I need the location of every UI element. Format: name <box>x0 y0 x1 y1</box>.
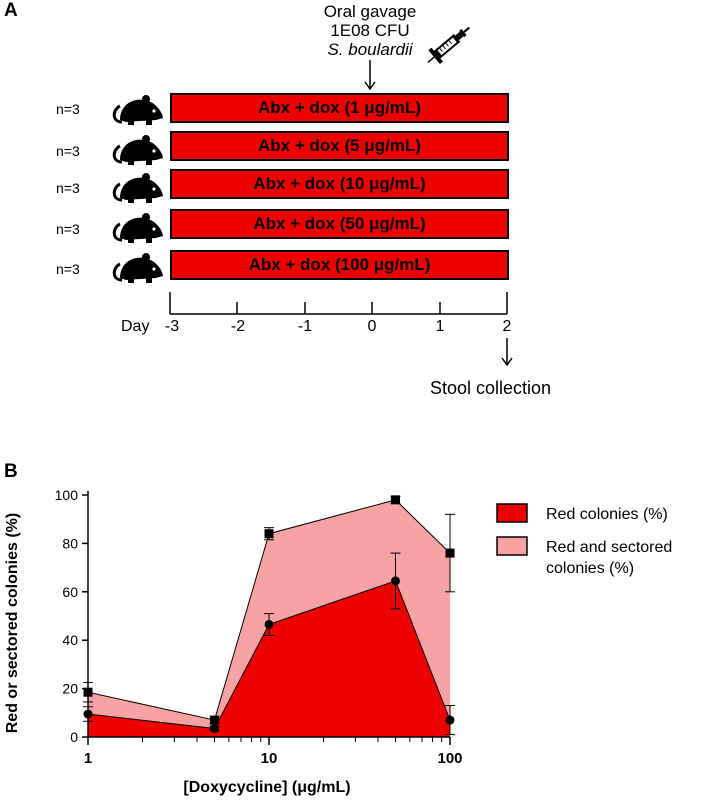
timeline-tick-label: 1 <box>435 318 445 335</box>
data-point-square <box>445 548 455 558</box>
group-1-n: n=3 <box>56 101 80 117</box>
gavage-annotation: Oral gavage 1E08 CFU S. boulardii <box>290 2 450 59</box>
y-tick-label: 20 <box>62 681 78 697</box>
mouse-icon <box>112 135 163 165</box>
y-tick-label: 80 <box>62 535 78 551</box>
series-area <box>88 580 450 737</box>
group-4-bar: Abx + dox (50 μg/mL) <box>170 209 509 239</box>
group-3-n: n=3 <box>56 180 80 196</box>
panel-a-letter: A <box>4 0 18 21</box>
y-tick-label: 0 <box>70 729 78 745</box>
x-axis-title: [Doxycycline] (μg/mL) <box>183 779 350 796</box>
mouse-icon <box>112 213 163 243</box>
syringe-icon <box>427 26 471 65</box>
legend-label: Red and sectored <box>546 539 672 556</box>
x-tick-label: 1 <box>84 750 92 767</box>
timeline-day-label: Day <box>121 318 150 335</box>
data-point-square <box>264 529 274 539</box>
data-point-circle <box>445 715 455 725</box>
gavage-line-1: Oral gavage <box>323 2 417 21</box>
x-tick-label: 100 <box>437 750 462 767</box>
data-point-circle <box>210 724 220 734</box>
y-tick-label: 40 <box>62 632 78 648</box>
stool-arrow <box>501 338 513 367</box>
y-axis-title: Red or sectored colonies (%) <box>4 513 21 734</box>
timeline-tick-label: -3 <box>164 318 180 335</box>
mouse-icon <box>112 95 163 125</box>
timeline-tick-label: 2 <box>502 318 512 335</box>
timeline-tick-label: 0 <box>367 318 377 335</box>
group-3-bar: Abx + dox (10 μg/mL) <box>170 169 509 199</box>
group-4-n: n=3 <box>56 221 80 237</box>
timeline-tick-label: -2 <box>230 318 246 335</box>
data-point-square <box>391 495 401 505</box>
legend-label: Red colonies (%) <box>546 506 668 523</box>
gavage-line-3: S. boulardii <box>327 40 413 59</box>
gavage-line-2: 1E08 CFU <box>330 21 410 40</box>
data-point-circle <box>264 619 274 629</box>
timeline-tick-label: -1 <box>297 318 313 335</box>
mouse-icon <box>112 173 163 203</box>
legend-swatch <box>496 536 528 556</box>
legend-swatch <box>496 503 528 523</box>
x-tick-label: 10 <box>261 750 278 767</box>
data-point-circle <box>391 576 401 586</box>
group-2-bar: Abx + dox (5 μg/mL) <box>170 131 509 161</box>
doxycycline-chart: 0 20 40 60 80 100 1 10 100 Red or sectored colon… <box>4 487 672 796</box>
group-2-n: n=3 <box>56 143 80 159</box>
y-tick-label: 60 <box>62 584 78 600</box>
group-5-n: n=3 <box>56 261 80 277</box>
gavage-arrow <box>364 60 376 91</box>
timeline-axis <box>169 292 508 315</box>
data-point-square <box>210 715 220 725</box>
panel-b-letter: B <box>4 461 18 482</box>
group-5-bar: Abx + dox (100 μg/mL) <box>170 250 509 280</box>
stool-collection-label: Stool collection <box>430 378 552 398</box>
group-1-bar: Abx + dox (1 μg/mL) <box>170 93 509 123</box>
mouse-icon <box>112 253 163 283</box>
legend-label: colonies (%) <box>546 560 634 577</box>
y-tick-label: 100 <box>55 487 79 503</box>
